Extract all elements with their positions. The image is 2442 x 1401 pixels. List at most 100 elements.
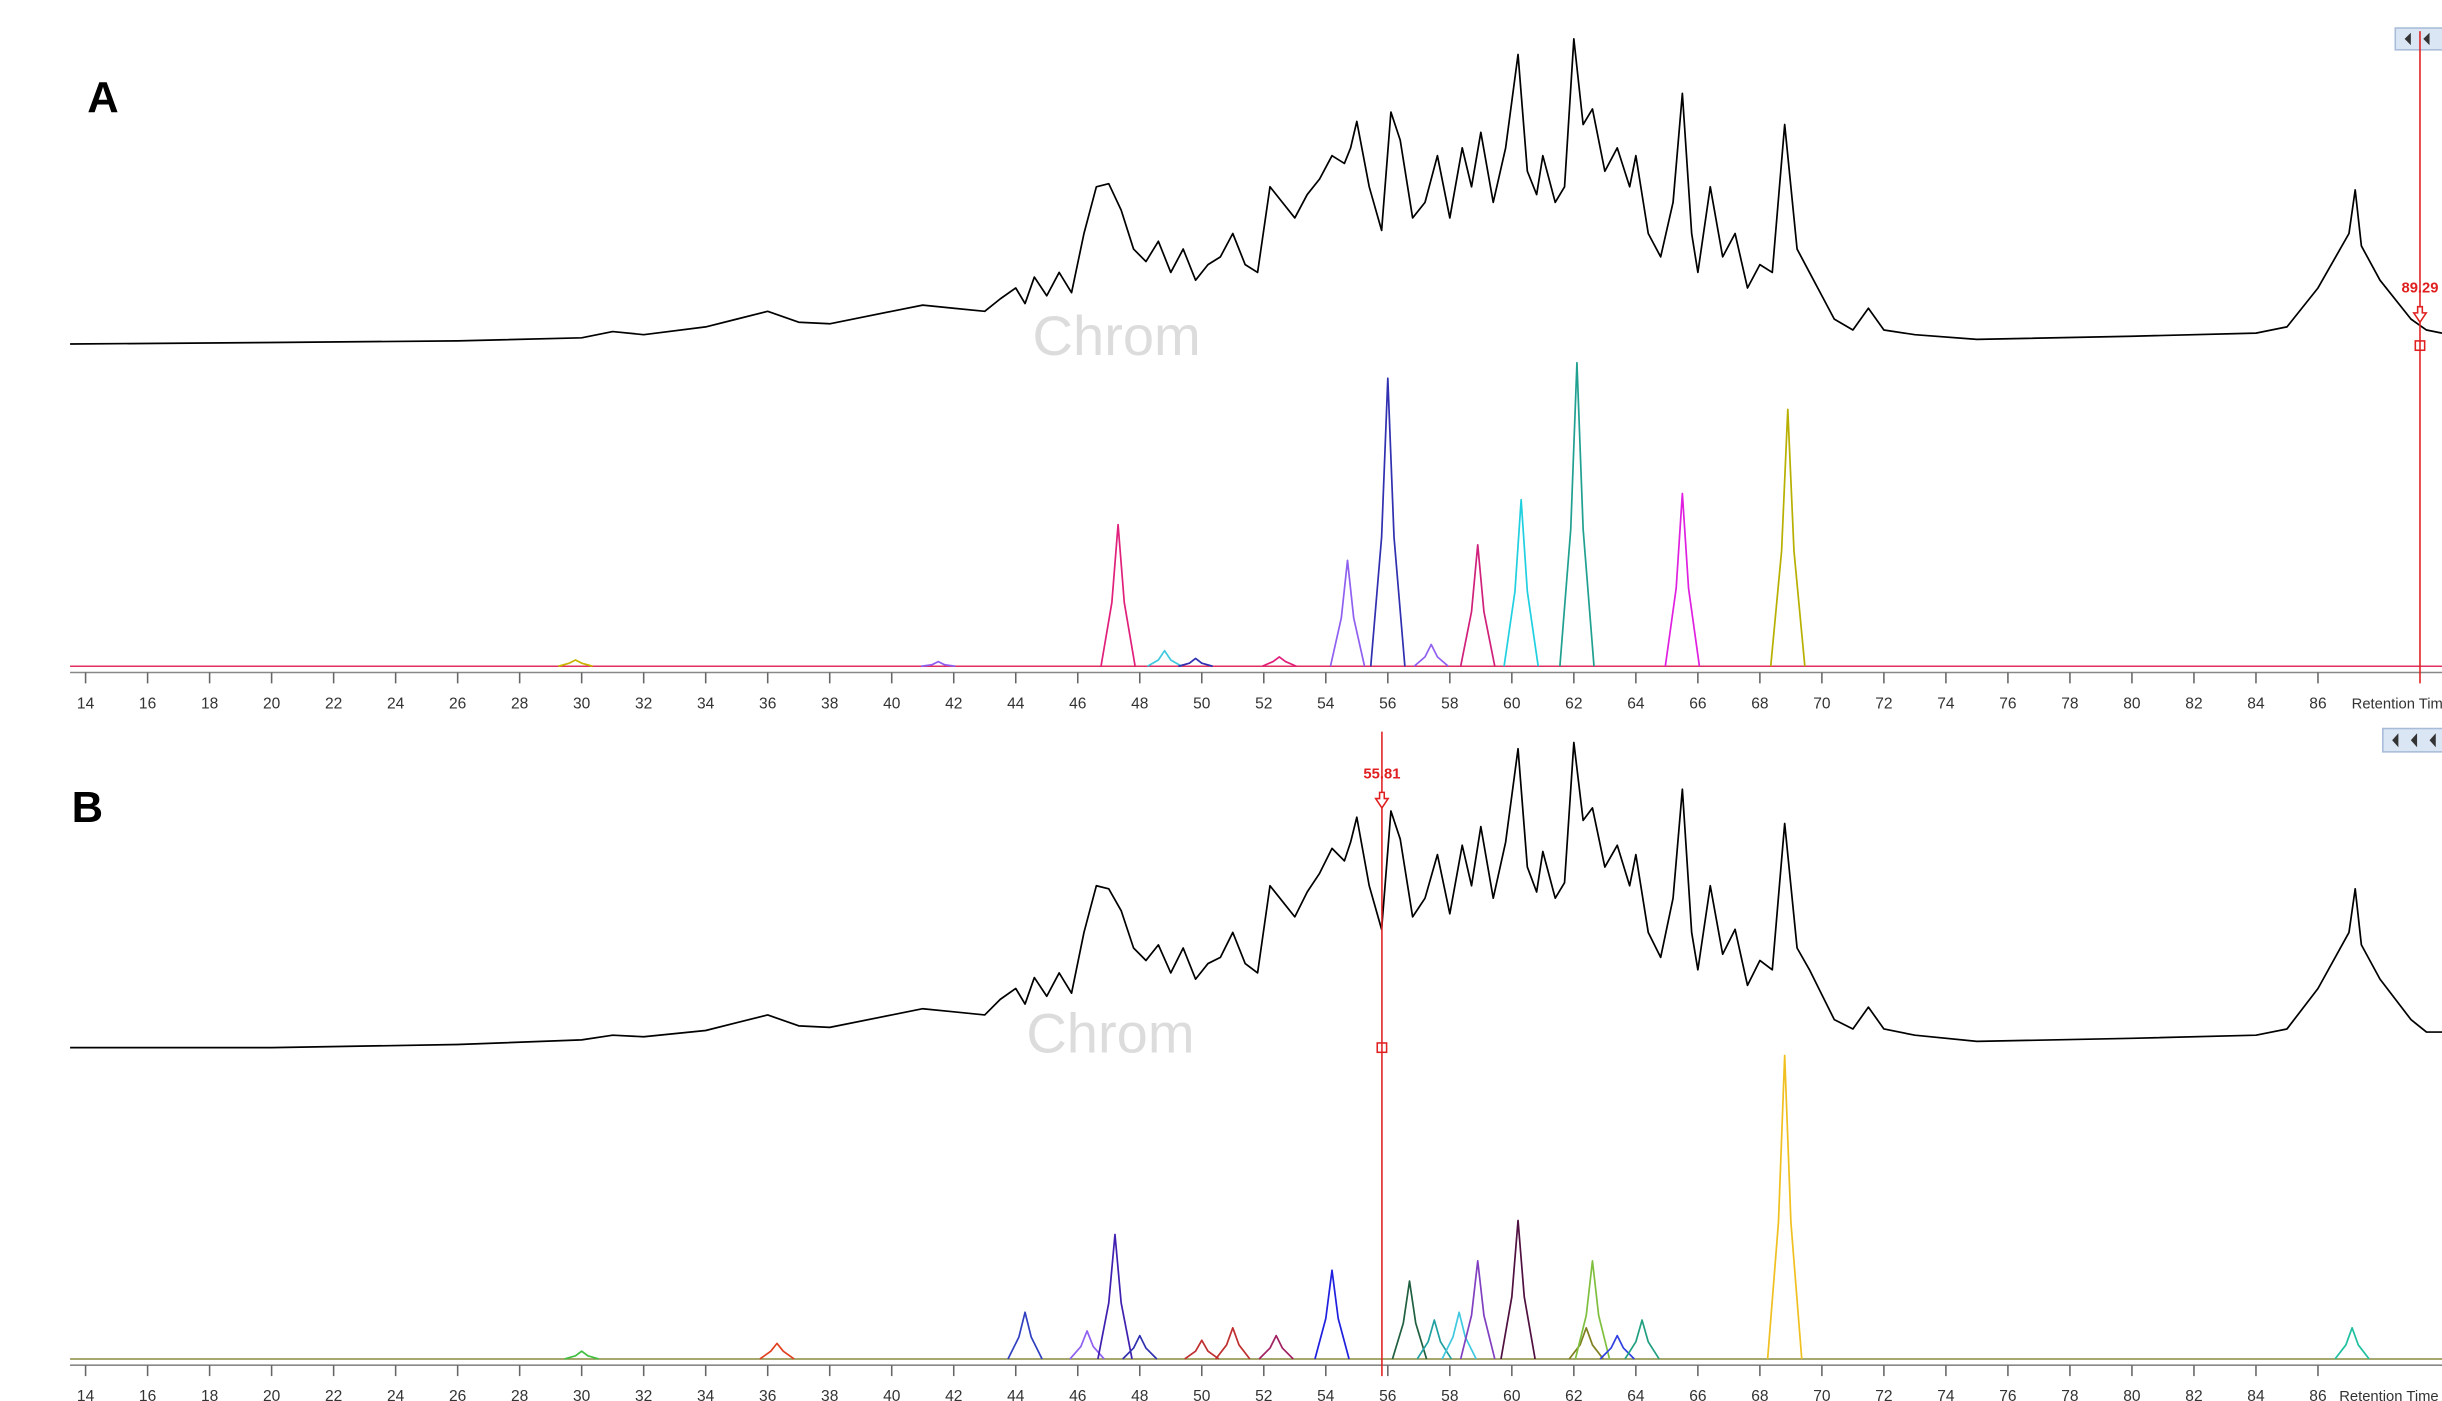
x-tick-label: 22: [325, 1388, 342, 1401]
x-tick-label: 52: [1255, 695, 1272, 712]
peak-trace: [1261, 656, 1297, 668]
x-tick-label: 32: [635, 695, 652, 712]
panel-b: B Chrom 14 16 18 20 22 24 26 28 30 32 34 36 38 40 42 44 46…: [70, 731, 2442, 1401]
x-tick-label: 80: [2123, 695, 2141, 712]
peak-trace: [1147, 649, 1183, 667]
x-axis-label: Retention Time: [2352, 696, 2442, 712]
peak-trace: [1007, 1311, 1043, 1360]
x-tick-label: 74: [1937, 1388, 1955, 1401]
x-tick-label: 38: [821, 1388, 838, 1401]
x-tick-label: 16: [139, 695, 156, 712]
x-tick-label: 44: [1007, 1388, 1025, 1401]
x-tick-label: 26: [449, 695, 466, 712]
peak-trace: [1329, 559, 1366, 667]
peak-trace: [1258, 1334, 1294, 1360]
x-tick-label: 60: [1503, 1388, 1521, 1401]
x-tick-label: 52: [1255, 1388, 1272, 1401]
cursor-label: 55.81: [1363, 766, 1400, 782]
x-tick-label: 18: [201, 695, 218, 712]
toolbar-icon: [2392, 733, 2436, 748]
x-tick-label: 84: [2247, 695, 2265, 712]
x-tick-label: 66: [1689, 1388, 1706, 1401]
peak-trace: [1416, 1319, 1453, 1360]
peak-trace: [1503, 498, 1540, 667]
x-tick-label: 76: [1999, 1388, 2016, 1401]
peak-trace: [759, 1342, 795, 1360]
toolbar-icon: [2404, 32, 2430, 46]
x-tick-label: 14: [77, 1388, 95, 1401]
x-tick-label: 46: [1069, 1388, 1086, 1401]
x-tick-label: 16: [139, 1388, 156, 1401]
x-tick-label: 62: [1565, 1388, 1582, 1401]
peak-trace: [1769, 408, 1806, 667]
peak-trace: [558, 659, 593, 668]
peak-trace: [1459, 1260, 1496, 1360]
x-tick-label: 64: [1627, 1388, 1645, 1401]
x-axis-label: Retention Time: [2339, 1389, 2438, 1401]
x-tick-label: 78: [2061, 1388, 2078, 1401]
peak-trace: [1097, 1233, 1133, 1360]
x-tick-label: 40: [883, 695, 901, 712]
x-tick-label: 28: [511, 695, 528, 712]
toolbar-b[interactable]: [2382, 727, 2442, 753]
x-tick-label: 74: [1937, 695, 1955, 712]
peak-trace: [1574, 1260, 1611, 1360]
x-tick-label: 22: [325, 695, 342, 712]
x-tick-label: 30: [573, 695, 591, 712]
peak-trace: [1459, 543, 1496, 667]
x-tick-label: 40: [883, 1388, 901, 1401]
peak-trace: [564, 1350, 599, 1360]
watermark: Chrom: [1033, 304, 1201, 367]
x-tick-label: 82: [2185, 1388, 2202, 1401]
toolbar-button[interactable]: [2394, 27, 2442, 51]
x-tick-label: 48: [1131, 695, 1148, 712]
x-tick-label: 54: [1317, 695, 1335, 712]
cursor-arrow: [2412, 305, 2428, 324]
peak-trace: [1069, 1330, 1105, 1360]
x-tick-label: 34: [697, 1388, 715, 1401]
tic-trace: [70, 38, 2442, 345]
x-tick-label: 60: [1503, 695, 1521, 712]
x-tick-label: 56: [1379, 695, 1396, 712]
x-tick-label: 70: [1813, 1388, 1831, 1401]
peak-trace: [1664, 492, 1701, 667]
toolbar-a[interactable]: [2394, 27, 2442, 51]
x-tick-label: 20: [263, 695, 281, 712]
peak-trace: [1184, 1339, 1220, 1360]
x-tick-label: 28: [511, 1388, 528, 1401]
x-tick-label: 78: [2061, 695, 2078, 712]
x-tick-label: 76: [1999, 695, 2016, 712]
peak-trace: [1413, 643, 1449, 667]
x-tick-label: 34: [697, 695, 715, 712]
x-tick-label: 62: [1565, 695, 1582, 712]
cursor-arrow: [1374, 791, 1390, 810]
x-tick-label: 14: [77, 695, 95, 712]
peak-trace: [1500, 1219, 1536, 1360]
x-tick-label: 24: [387, 1388, 405, 1401]
x-tick-label: 18: [201, 1388, 218, 1401]
x-tick-label: 86: [2309, 695, 2326, 712]
cursor-label: 89.29: [2401, 281, 2438, 297]
peak-trace: [1100, 523, 1136, 667]
x-tick-label: 72: [1875, 695, 1892, 712]
x-tick-label: 20: [263, 1388, 281, 1401]
cursor-handle: [1376, 1042, 1388, 1054]
peak-trace: [2334, 1326, 2370, 1360]
x-tick-label: 50: [1193, 695, 1211, 712]
panel-label: B: [72, 784, 103, 832]
x-tick-label: 50: [1193, 1388, 1211, 1401]
peak-trace: [921, 660, 956, 668]
x-tick-label: 56: [1379, 1388, 1396, 1401]
x-tick-label: 58: [1441, 1388, 1458, 1401]
x-tick-label: 58: [1441, 695, 1458, 712]
peak-trace: [1391, 1280, 1428, 1360]
peak-trace: [1441, 1311, 1477, 1360]
peak-trace: [1599, 1334, 1635, 1360]
cursor-handle: [2414, 340, 2426, 352]
x-tick-label: 72: [1875, 1388, 1892, 1401]
x-tick-label: 82: [2185, 695, 2202, 712]
x-tick-label: 68: [1751, 695, 1768, 712]
peak-trace: [1624, 1319, 1660, 1360]
